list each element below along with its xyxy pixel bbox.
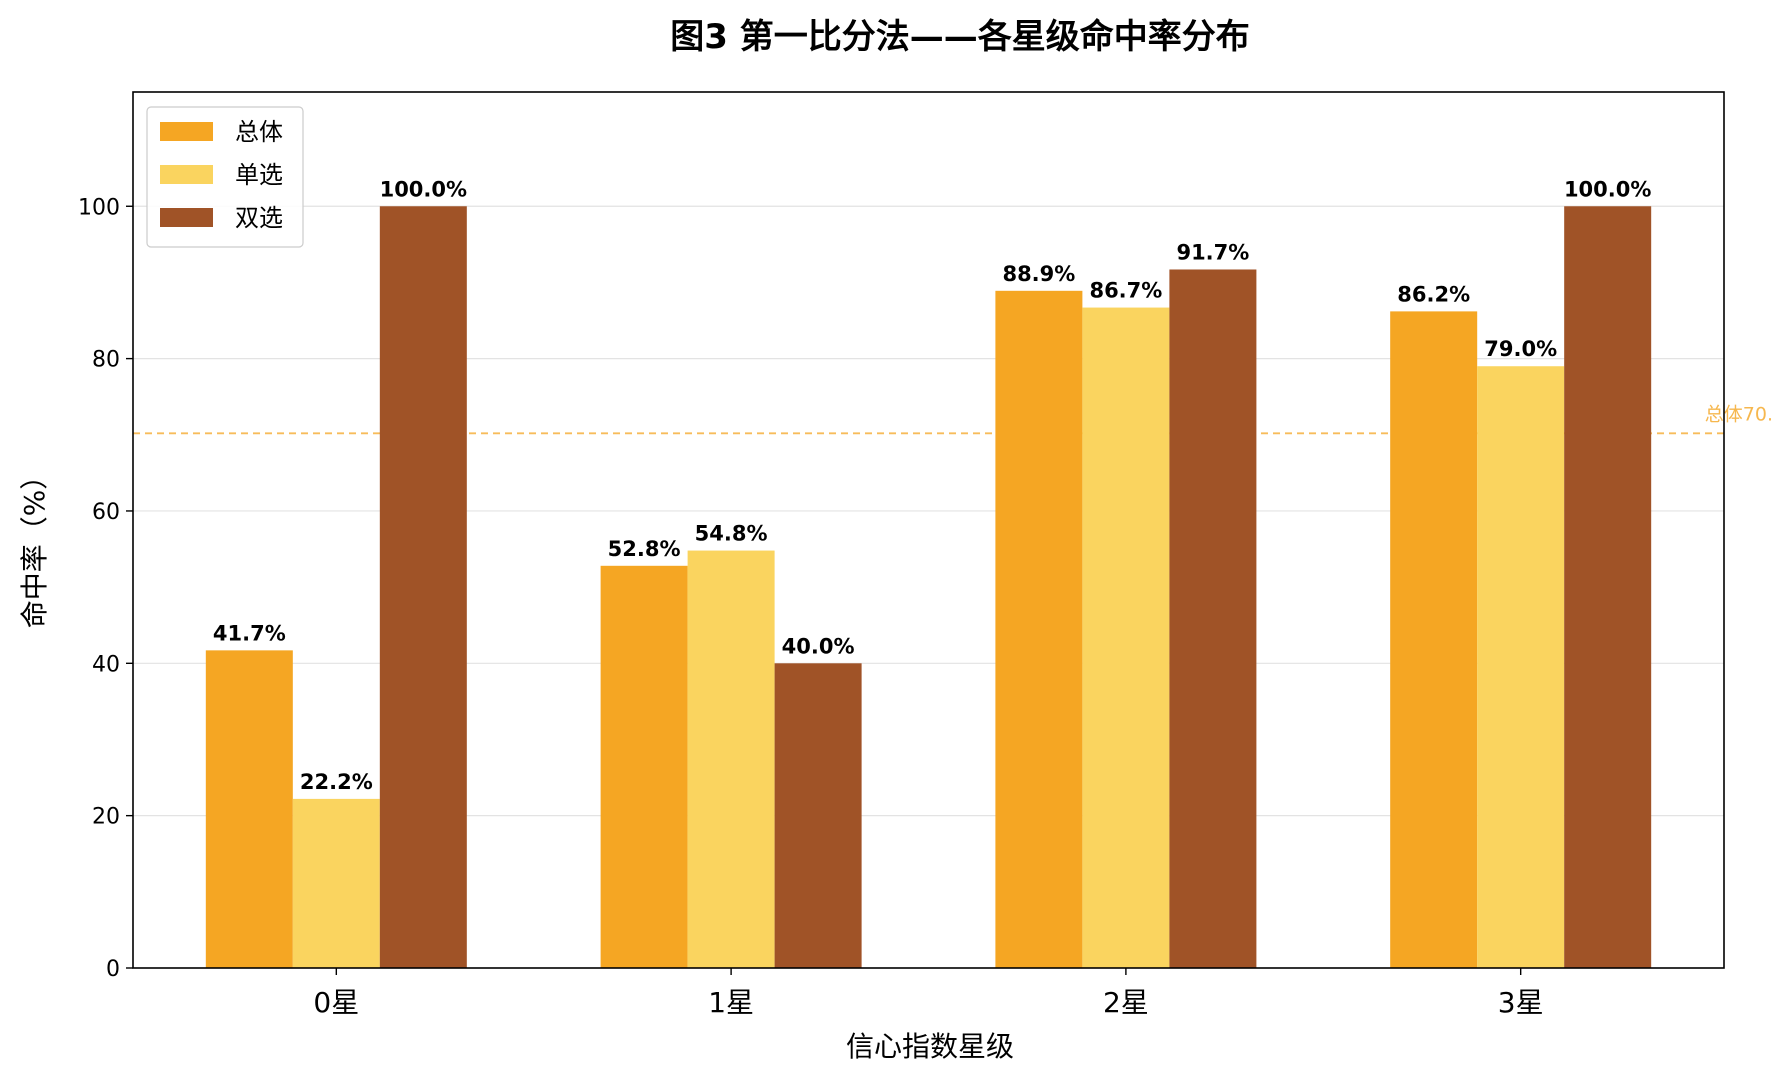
- y-tick-label: 60: [92, 500, 120, 525]
- x-tick-label: 1星: [708, 986, 754, 1019]
- bar-labels-group: 41.7% 22.2% 100.0% 52.8% 54.8% 40.0% 88.9% 86.7…: [213, 177, 1652, 794]
- bar: [1390, 311, 1478, 968]
- reference-line-label: 总体70.19%: [1705, 403, 1771, 425]
- bar: [379, 206, 467, 968]
- bar: [205, 650, 293, 968]
- legend-label: 总体: [235, 118, 283, 146]
- y-tick-label: 20: [92, 805, 120, 830]
- x-tick-label: 3星: [1498, 986, 1544, 1019]
- bar-value-label: 22.2%: [300, 770, 373, 794]
- bar-value-label: 86.7%: [1089, 279, 1162, 303]
- bar-value-label: 91.7%: [1176, 240, 1249, 264]
- legend-swatch: [160, 208, 213, 227]
- bar-value-label: 41.7%: [213, 621, 286, 645]
- bar: [774, 663, 862, 968]
- y-axis-label: 命中率（%）: [18, 462, 51, 629]
- bar: [1082, 307, 1170, 969]
- x-axis-ticks: 0星 1星 2星 3星: [313, 968, 1544, 1019]
- bars-group: [205, 206, 1652, 969]
- bar-value-label: 79.0%: [1484, 337, 1557, 361]
- legend-label: 单选: [235, 161, 283, 189]
- x-tick-label: 2星: [1103, 986, 1149, 1019]
- y-tick-label: 80: [92, 348, 120, 373]
- y-tick-label: 0: [106, 957, 120, 982]
- bar: [1564, 206, 1652, 968]
- y-axis-ticks: 0 20 40 60 80 100: [78, 195, 133, 982]
- bar-value-label: 54.8%: [695, 522, 768, 546]
- bar: [1477, 366, 1565, 968]
- bar: [1169, 269, 1257, 968]
- bar-value-label: 100.0%: [380, 177, 467, 201]
- x-tick-label: 0星: [313, 986, 359, 1019]
- bar: [600, 565, 688, 968]
- plot-area-frame: [132, 91, 1725, 969]
- x-axis-label: 信心指数星级: [846, 1030, 1014, 1063]
- legend-swatch: [160, 165, 213, 184]
- y-tick-label: 100: [78, 195, 120, 220]
- bar: [995, 290, 1083, 968]
- bar: [292, 798, 380, 968]
- bar: [687, 550, 775, 968]
- y-tick-label: 40: [92, 652, 120, 677]
- bar-value-label: 88.9%: [1002, 262, 1075, 286]
- bar-value-label: 52.8%: [608, 537, 681, 561]
- legend-label: 双选: [235, 204, 283, 232]
- chart-title: 图3 第一比分法——各星级命中率分布: [670, 17, 1250, 57]
- bar-value-label: 40.0%: [782, 634, 855, 658]
- bar-value-label: 86.2%: [1397, 282, 1470, 306]
- legend-swatch: [160, 122, 213, 141]
- bar-value-label: 100.0%: [1564, 177, 1651, 201]
